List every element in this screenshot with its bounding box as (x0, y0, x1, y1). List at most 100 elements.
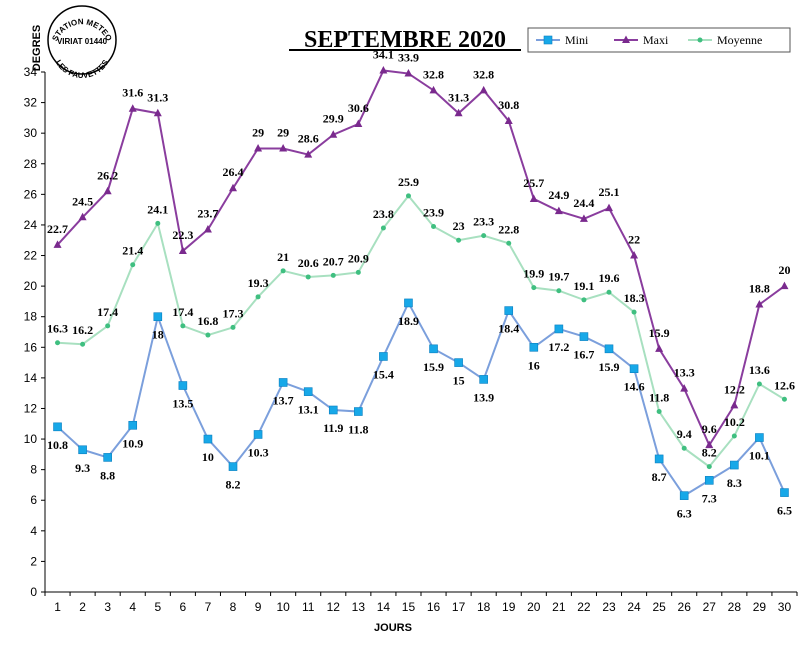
series-moyenne-point (431, 223, 437, 229)
data-label-mini: 11.9 (323, 421, 343, 435)
series-maxi-line (56, 69, 786, 448)
series-maxi-point (479, 85, 488, 94)
series-moyenne-point (230, 324, 236, 330)
data-label-moyenne: 11.8 (649, 391, 669, 405)
data-label-maxi: 13.3 (674, 366, 695, 380)
x-tick-label: 8 (230, 600, 237, 614)
series-mini-point (730, 460, 739, 470)
x-tick-label: 10 (276, 600, 290, 614)
series-mini-point (103, 453, 112, 462)
x-tick-label: 18 (477, 600, 491, 614)
x-tick-label: 20 (527, 600, 541, 614)
series-maxi-point (605, 203, 613, 212)
data-label-maxi: 33.9 (398, 51, 419, 65)
data-label-moyenne: 25.9 (398, 175, 419, 189)
x-tick-label: 12 (327, 600, 341, 614)
data-label-maxi: 26.4 (223, 165, 244, 179)
data-label-maxi: 29.9 (323, 112, 344, 126)
data-label-moyenne: 16.8 (197, 314, 218, 328)
y-tick-label: 0 (30, 585, 37, 599)
series-mini-point (579, 332, 589, 341)
series-mini-point (529, 342, 539, 352)
series-maxi-point (429, 85, 438, 94)
series-moyenne-point (706, 464, 712, 470)
series-maxi-point (304, 150, 313, 158)
series-mini-point (604, 344, 614, 354)
series-mini-point (504, 306, 514, 315)
data-label-maxi: 9.6 (702, 422, 717, 436)
series-maxi-point (755, 299, 764, 308)
series-moyenne-point (631, 309, 637, 315)
data-label-maxi: 31.6 (122, 86, 143, 100)
data-label-maxi: 29 (252, 125, 264, 139)
series-maxi-point (128, 104, 137, 112)
y-tick-label: 14 (24, 371, 38, 385)
data-label-mini: 8.8 (100, 468, 115, 482)
data-label-moyenne: 18.3 (624, 291, 645, 305)
data-label-mini: 15.9 (423, 360, 444, 374)
series-maxi-point (279, 143, 288, 152)
series-maxi-point (529, 194, 538, 202)
data-label-mini: 8.7 (652, 470, 667, 484)
y-tick-label: 22 (24, 249, 38, 263)
x-tick-label: 14 (377, 600, 391, 614)
x-tick-label: 29 (753, 600, 767, 614)
series-mini-point (479, 375, 488, 384)
y-tick-label: 8 (30, 463, 37, 477)
data-label-mini: 6.3 (677, 507, 692, 521)
data-label-mini: 7.3 (702, 491, 717, 505)
y-tick-label: 6 (30, 493, 37, 507)
data-label-maxi: 32.8 (473, 67, 494, 81)
data-label-moyenne: 23 (453, 219, 465, 233)
data-label-mini: 16 (528, 358, 540, 372)
series-mini-point (679, 491, 689, 500)
chart-title: SEPTEMBRE 2020 (304, 27, 506, 53)
legend-item-maxi: Maxi (614, 33, 669, 47)
data-label-moyenne: 8.2 (702, 446, 717, 460)
x-tick-label: 9 (255, 600, 262, 614)
series-maxi-point (254, 143, 263, 152)
x-tick-label: 30 (778, 600, 792, 614)
series-mini-point (704, 476, 714, 485)
data-label-maxi: 22.3 (172, 228, 193, 242)
series-mini-point (354, 407, 363, 416)
legend-item-mini: Mini (536, 33, 589, 47)
series-maxi-point (203, 225, 212, 233)
legend-label-mini: Mini (565, 33, 589, 47)
series-mini-point (153, 312, 163, 322)
series-maxi-point (329, 130, 338, 138)
data-label-moyenne: 19.6 (599, 271, 620, 285)
legend-box (527, 27, 791, 53)
series-moyenne-point (606, 289, 612, 295)
series-moyenne-point (531, 285, 537, 291)
series-maxi-point (454, 108, 463, 117)
data-label-moyenne: 20.9 (348, 251, 369, 265)
data-label-moyenne: 19.9 (523, 267, 544, 281)
series-maxi-point (504, 116, 513, 124)
series-moyenne-point (481, 233, 487, 239)
legend: Mini Maxi Moyenne (527, 27, 791, 53)
data-label-mini: 16.7 (573, 348, 594, 362)
series-maxi-point (680, 384, 689, 392)
x-tick-label: 28 (728, 600, 742, 614)
data-label-maxi: 26.2 (97, 168, 118, 182)
series-mini-point (780, 488, 789, 497)
x-tick-label: 5 (154, 600, 161, 614)
data-label-moyenne: 17.4 (172, 305, 193, 319)
series-maxi-point (103, 186, 112, 195)
series-mini-point (53, 422, 62, 432)
series-maxi-point (404, 69, 413, 77)
series-maxi-point (379, 65, 388, 74)
data-label-moyenne: 21 (277, 250, 289, 264)
series-mini-point (755, 433, 764, 442)
x-tick-label: 19 (502, 600, 516, 614)
y-tick-label: 32 (24, 96, 38, 110)
data-label-moyenne: 23.3 (473, 215, 494, 229)
data-label-mini: 17.2 (548, 340, 569, 354)
data-label-mini: 9.3 (75, 461, 90, 475)
y-tick-label: 28 (24, 157, 38, 171)
series-moyenne-point (55, 340, 61, 346)
x-axis-title: JOURS (374, 622, 412, 634)
data-label-maxi: 15.9 (649, 326, 670, 340)
data-label-mini: 13.1 (298, 403, 319, 417)
